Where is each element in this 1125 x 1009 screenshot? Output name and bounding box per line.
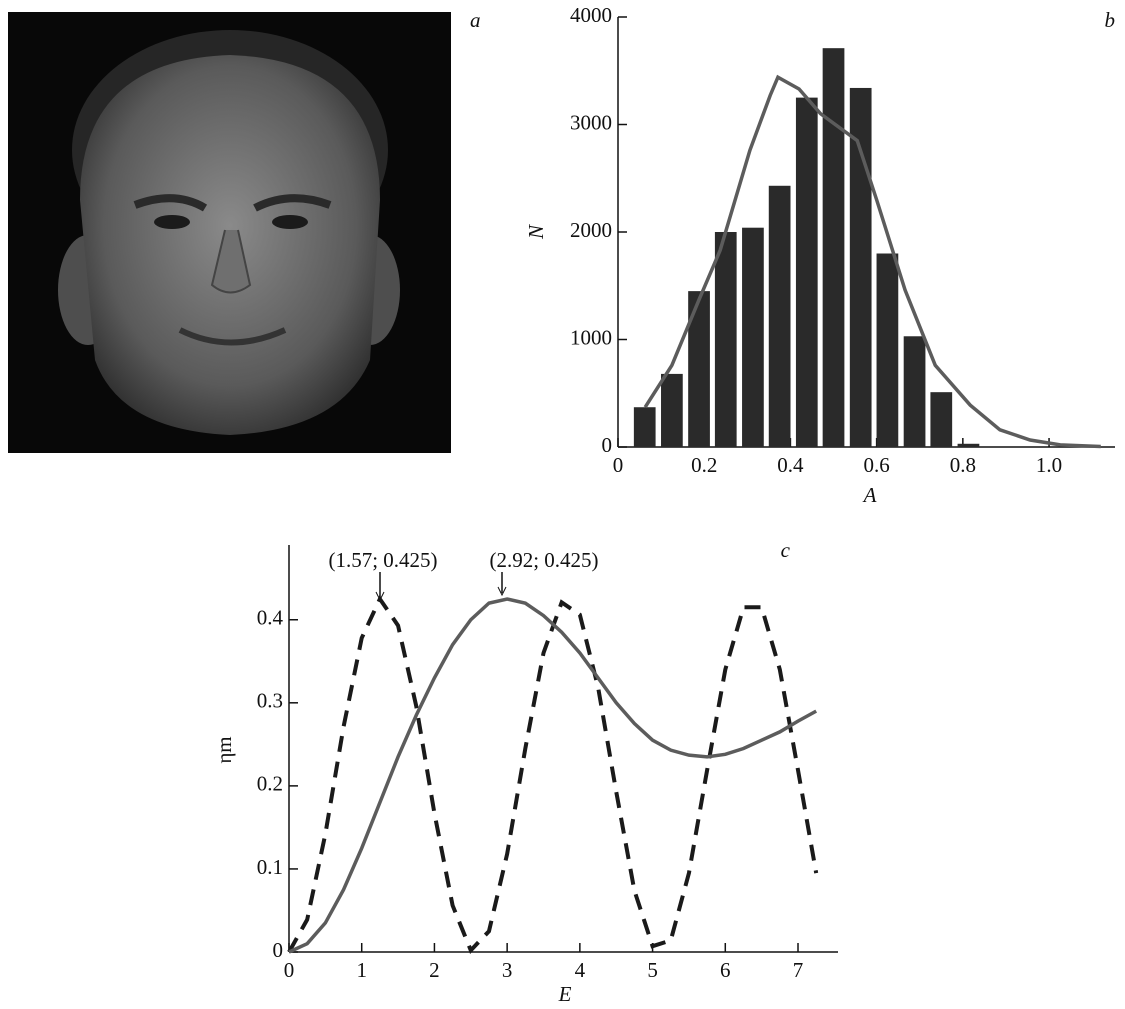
bar: [742, 227, 764, 447]
x-tick-label: 0.4: [777, 453, 804, 477]
panel-label: c: [781, 538, 791, 562]
y-tick-label: 3000: [570, 110, 612, 134]
x-tick-label: 6: [720, 958, 731, 982]
x-tick-label: 7: [793, 958, 804, 982]
y-tick-label: 0.3: [257, 689, 283, 713]
panel-label: a: [470, 8, 481, 32]
bar: [661, 373, 683, 447]
line: [287, 594, 819, 954]
bar: [876, 253, 899, 447]
x-tick-label: 0: [284, 958, 295, 982]
x-tick-label: 0.2: [691, 453, 717, 477]
y-tick-label: 1000: [570, 325, 612, 349]
bar: [795, 97, 818, 447]
x-tick-label: 1.0: [1036, 453, 1062, 477]
bar: [957, 443, 980, 447]
photo: [8, 12, 451, 453]
bar: [633, 407, 656, 447]
annotation-arrow: [497, 586, 507, 597]
x-tick-label: 1: [356, 958, 367, 982]
y-tick-label: 0: [273, 938, 284, 962]
bar: [903, 336, 926, 447]
bar: [822, 48, 845, 448]
x-tick-label: 0.8: [950, 453, 976, 477]
x-tick-label: 2: [429, 958, 440, 982]
x-tick-label: 0.6: [864, 453, 890, 477]
x-tick-label: 0: [613, 453, 624, 477]
line: [288, 597, 818, 954]
bar: [714, 232, 737, 447]
bar: [688, 291, 710, 447]
annotation: (1.57; 0.425): [328, 548, 437, 572]
panel-label: b: [1105, 8, 1116, 32]
x-tick-label: 4: [575, 958, 586, 982]
x-axis-label: E: [558, 982, 572, 1006]
y-tick-label: 0.1: [257, 855, 283, 879]
y-tick-label: 2000: [570, 218, 612, 242]
y-axis-label: N: [524, 224, 548, 240]
y-tick-label: 0.2: [257, 772, 283, 796]
annotation: (2.92; 0.425): [489, 548, 598, 572]
bar: [768, 185, 791, 447]
x-axis-label: A: [862, 483, 877, 507]
y-tick-label: 0.4: [257, 606, 284, 630]
y-axis-label: ηm: [212, 736, 236, 763]
x-tick-label: 3: [502, 958, 513, 982]
y-tick-label: 0: [602, 433, 613, 457]
x-tick-label: 5: [647, 958, 658, 982]
bar: [849, 87, 872, 447]
bar: [930, 392, 953, 447]
line: [643, 74, 1101, 449]
y-tick-label: 4000: [570, 3, 612, 27]
